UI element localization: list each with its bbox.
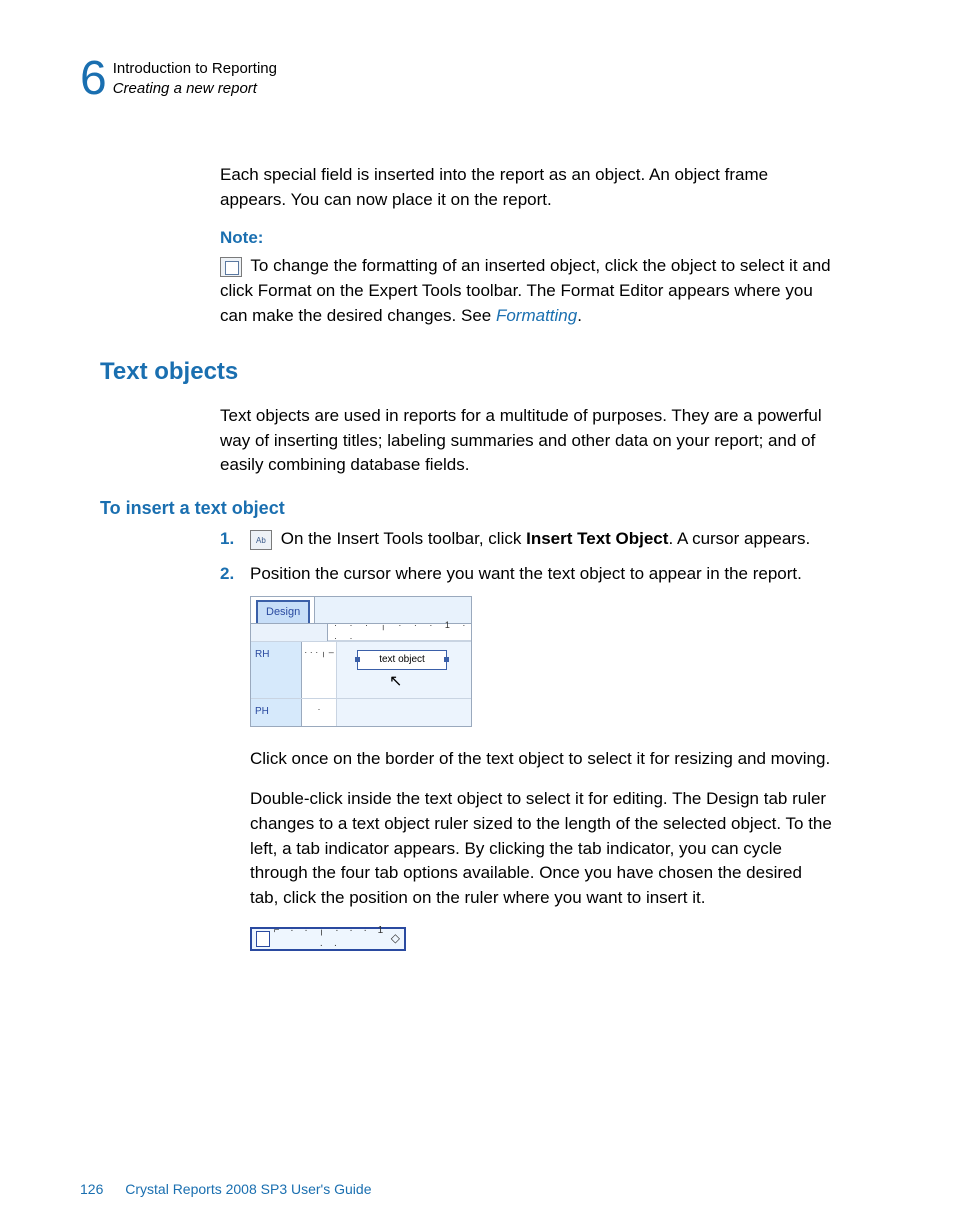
chapter-titles: Introduction to Reporting Creating a new…	[113, 55, 277, 98]
ph-label: PH	[251, 699, 302, 726]
step-1: 1. On the Insert Tools toolbar, click In…	[220, 527, 834, 552]
vertical-ruler-ph: ·	[302, 699, 337, 726]
text-object-ruler-figure: ⌐ · · ╷ · · · 1 · · ◇	[250, 927, 406, 951]
to-insert-heading: To insert a text object	[100, 498, 834, 519]
ruler-corner	[251, 624, 328, 641]
design-tab[interactable]: Design	[256, 600, 310, 623]
formatting-link[interactable]: Formatting	[496, 306, 577, 325]
rh-band[interactable]: text object ↖	[337, 642, 471, 698]
after-fig-para2: Double-click inside the text object to s…	[250, 787, 834, 910]
horizontal-ruler: · · · ╷ · · · 1 · · ·	[328, 624, 471, 641]
chapter-title: Introduction to Reporting	[113, 59, 277, 79]
footer-title: Crystal Reports 2008 SP3 User's Guide	[125, 1181, 371, 1197]
cursor-icon: ↖	[389, 670, 402, 693]
step-num-2: 2.	[220, 562, 240, 951]
note-body: To change the formatting of an inserted …	[220, 254, 834, 328]
rh-section-row: RH · · · ╷ – text object ↖	[251, 641, 471, 698]
step-1-body: On the Insert Tools toolbar, click Inser…	[250, 527, 834, 552]
note-label: Note:	[220, 228, 834, 248]
page-header: 6 Introduction to Reporting Creating a n…	[80, 55, 874, 103]
vertical-ruler: · · · ╷ –	[302, 642, 337, 698]
text-object-placeholder[interactable]: text object	[357, 650, 447, 670]
intro-paragraph: Each special field is inserted into the …	[220, 163, 834, 212]
section-title: Creating a new report	[113, 79, 277, 99]
step-num-1: 1.	[220, 527, 240, 552]
design-window-figure: Design · · · ╷ · · · 1 · · · RH · · · ╷ …	[250, 596, 472, 726]
ruler-row: · · · ╷ · · · 1 · · ·	[251, 624, 471, 641]
page-footer: 126 Crystal Reports 2008 SP3 User's Guid…	[80, 1181, 371, 1197]
page-number: 126	[80, 1181, 103, 1197]
step-2: 2. Position the cursor where you want th…	[220, 562, 834, 951]
ruler2-end-icon: ◇	[391, 930, 400, 947]
step-2-body: Position the cursor where you want the t…	[250, 562, 834, 951]
step-2-text: Position the cursor where you want the t…	[250, 564, 802, 583]
note-text-2: .	[577, 306, 582, 325]
tab-indicator-icon[interactable]	[256, 931, 270, 947]
step-1-pre: On the Insert Tools toolbar, click	[276, 529, 526, 548]
ph-band[interactable]	[337, 699, 471, 726]
insert-text-icon	[250, 530, 272, 550]
step-1-bold: Insert Text Object	[526, 529, 668, 548]
text-objects-paragraph: Text objects are used in reports for a m…	[220, 404, 834, 478]
format-icon	[220, 257, 242, 277]
after-fig-para1: Click once on the border of the text obj…	[250, 747, 834, 772]
step-1-post: . A cursor appears.	[668, 529, 810, 548]
ruler2-ticks: ⌐ · · ╷ · · · 1 · ·	[270, 924, 391, 953]
ph-section-row: PH ·	[251, 698, 471, 726]
text-objects-heading: Text objects	[100, 358, 834, 386]
rh-label: RH	[251, 642, 302, 698]
chapter-number: 6	[80, 55, 107, 103]
